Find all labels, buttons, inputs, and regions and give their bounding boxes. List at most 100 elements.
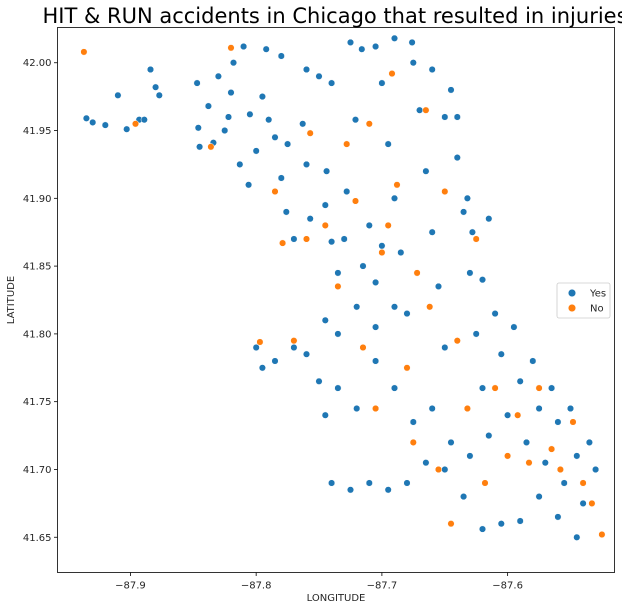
point-yes-10: [193, 79, 201, 87]
point-no-35: [598, 530, 606, 539]
point-yes-118: [240, 42, 248, 51]
point-yes-18: [236, 160, 244, 168]
point-no-13: [388, 70, 396, 78]
point-yes-88: [315, 377, 323, 385]
point-yes-69: [573, 452, 581, 460]
point-no-27: [514, 411, 522, 419]
y-tick-label: 41.80: [23, 329, 52, 340]
point-yes-58: [504, 411, 512, 419]
plot-frame: [57, 27, 615, 573]
point-yes-93: [252, 343, 260, 352]
point-no-23: [472, 235, 480, 243]
point-yes-106: [353, 303, 361, 311]
point-yes-57: [497, 350, 505, 358]
point-no-6: [290, 337, 298, 345]
point-yes-111: [321, 201, 329, 209]
point-yes-102: [466, 452, 474, 460]
y-axis: 41.65 41.70 41.75 41.80 41.85 41.90 41.95 42.00: [23, 58, 58, 544]
x-axis: −87.9 −87.8 −87.7 −87.6: [115, 572, 523, 592]
point-no-7: [306, 129, 314, 137]
point-yes-92: [258, 364, 266, 372]
point-yes-65: [548, 384, 556, 392]
point-yes-70: [579, 499, 587, 507]
point-yes-123: [372, 42, 380, 51]
chart-title: HIT & RUN accidents in Chicago that resu…: [42, 4, 622, 28]
point-yes-129: [463, 194, 471, 202]
point-yes-108: [378, 242, 386, 250]
point-no-5: [279, 239, 287, 247]
y-tick-label: 41.75: [23, 397, 52, 408]
y-tick-label: 41.70: [23, 465, 52, 476]
point-no-33: [579, 479, 587, 487]
point-yes-13: [204, 102, 212, 110]
point-yes-45: [422, 167, 430, 175]
point-yes-75: [535, 493, 543, 501]
point-yes-121: [328, 79, 336, 87]
point-yes-9: [155, 91, 163, 99]
point-yes-7: [146, 65, 155, 74]
point-yes-37: [372, 278, 380, 286]
point-yes-30: [323, 167, 331, 175]
point-yes-119: [277, 52, 285, 60]
point-yes-33: [343, 187, 351, 196]
point-no-10: [351, 197, 360, 205]
y-axis-label: LATITUDE: [6, 276, 17, 324]
point-yes-59: [510, 323, 518, 331]
point-yes-72: [592, 465, 600, 474]
point-yes-122: [346, 38, 355, 46]
point-yes-64: [541, 459, 549, 467]
point-yes-36: [365, 221, 373, 229]
point-yes-2: [101, 121, 109, 129]
point-no-34: [588, 499, 596, 507]
point-no-2: [207, 143, 215, 151]
legend-label-yes: Yes: [589, 289, 606, 300]
point-yes-47: [434, 282, 443, 290]
point-no-21: [453, 337, 461, 345]
point-yes-86: [328, 479, 336, 487]
point-yes-46: [428, 228, 436, 236]
point-no-37: [359, 343, 367, 352]
point-yes-116: [227, 89, 235, 97]
point-yes-48: [441, 343, 449, 352]
point-yes-87: [321, 411, 329, 419]
point-no-43: [271, 187, 279, 196]
point-yes-127: [441, 113, 449, 121]
point-yes-89: [302, 350, 311, 358]
point-yes-112: [302, 160, 311, 168]
point-yes-39: [384, 140, 392, 148]
point-no-24: [481, 479, 489, 487]
point-yes-131: [478, 276, 487, 284]
point-yes-113: [284, 140, 292, 148]
point-yes-74: [554, 513, 562, 521]
point-yes-12: [196, 143, 204, 151]
x-tick-label: −87.7: [367, 581, 398, 592]
point-yes-40: [390, 194, 399, 202]
point-yes-103: [485, 432, 493, 440]
y-tick-label: 41.90: [23, 194, 52, 205]
point-yes-77: [497, 520, 505, 528]
point-yes-38: [378, 79, 386, 87]
point-yes-120: [302, 65, 311, 74]
point-yes-11: [194, 124, 202, 132]
point-yes-42: [403, 310, 411, 318]
point-yes-79: [460, 493, 468, 501]
point-no-31: [556, 465, 564, 474]
point-yes-24: [277, 174, 285, 182]
point-yes-76: [516, 517, 524, 525]
point-no-20: [447, 520, 455, 528]
point-yes-50: [453, 154, 461, 162]
point-yes-73: [573, 533, 581, 541]
point-no-18: [434, 465, 443, 474]
point-yes-53: [472, 330, 480, 338]
point-no-30: [548, 445, 556, 453]
point-yes-28: [306, 215, 314, 223]
point-yes-124: [390, 34, 399, 42]
legend: Yes No: [556, 282, 611, 319]
point-yes-117: [214, 72, 222, 80]
point-yes-61: [522, 438, 531, 446]
point-no-25: [491, 384, 499, 392]
y-tick-label: 41.95: [23, 126, 52, 137]
point-no-41: [426, 303, 434, 311]
point-yes-94: [321, 316, 329, 324]
point-yes-49: [447, 86, 455, 94]
